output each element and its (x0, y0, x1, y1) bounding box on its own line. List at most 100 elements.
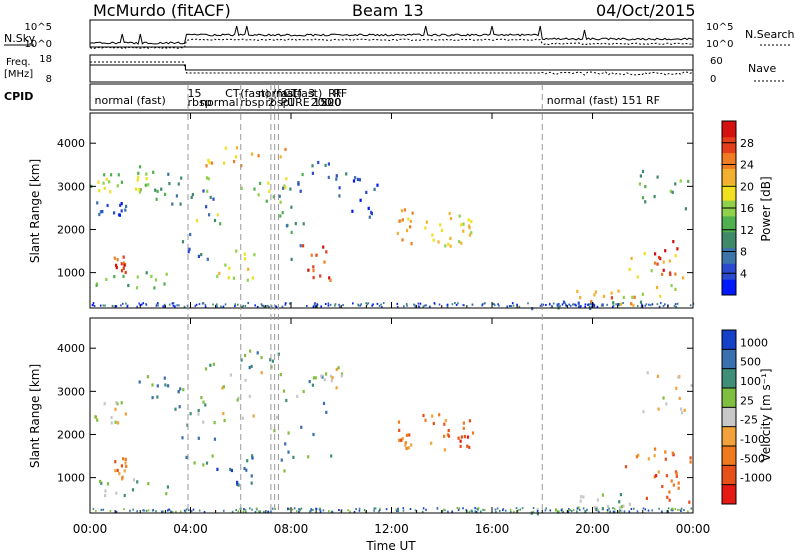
scatter-cell (322, 509, 325, 512)
scatter-cell (602, 294, 606, 298)
scatter-cell (104, 489, 107, 493)
scatter-cell (335, 177, 338, 181)
scatter-cell (468, 419, 471, 423)
scatter-cell (671, 451, 674, 455)
cpid-label-text: 1 (288, 96, 295, 109)
scatter-cell (565, 304, 568, 307)
scatter-cell (622, 504, 625, 508)
scatter-cell (163, 282, 166, 286)
scatter-cell (370, 210, 373, 214)
scatter-cell (120, 464, 123, 468)
scatter-cell (494, 508, 497, 511)
scatter-cell (325, 410, 328, 414)
scatter-cell (358, 507, 361, 510)
cpid-label-text: normal (200, 96, 239, 109)
scatter-cell (462, 507, 464, 510)
scatter-cell (110, 415, 113, 420)
scatter-cell (152, 170, 155, 174)
date-title: 04/Oct/2015 (596, 1, 696, 20)
scatter-cell (208, 213, 211, 217)
scatter-cell (669, 189, 672, 193)
scatter-cell (237, 510, 239, 513)
scatter-cell (689, 460, 692, 464)
scatter-cell (205, 176, 209, 180)
colorbar-swatch (722, 121, 736, 138)
scatter-cell (582, 495, 585, 499)
scatter-cell (588, 303, 590, 306)
scatter-cell (177, 182, 180, 186)
scatter-cell (670, 509, 673, 512)
scatter-cell (601, 303, 604, 307)
scatter-cell (254, 510, 257, 513)
scatter-cell (590, 305, 593, 308)
cpid-label: CPID (4, 90, 33, 103)
scatter-cell (462, 421, 465, 425)
scatter-cell (677, 375, 680, 379)
scatter-cell (249, 507, 251, 510)
scatter-cell (325, 250, 328, 254)
scatter-cell (574, 303, 576, 306)
scatter-cell (124, 457, 127, 461)
scatter-cell (260, 303, 263, 306)
cpid-label-text: 220 (321, 96, 342, 109)
scatter-cell (93, 305, 96, 307)
scatter-cell (114, 460, 117, 464)
colorbar-swatch (722, 446, 736, 466)
scatter-cell (404, 443, 407, 447)
colorbar-swatch (722, 247, 736, 264)
scatter-cell (165, 492, 168, 496)
scatter-cell (471, 431, 475, 435)
scatter-cell (509, 508, 512, 511)
scatter-cell (480, 510, 482, 513)
scatter-cell (436, 507, 439, 510)
scatter-cell (162, 510, 164, 513)
scatter-cell (311, 164, 314, 168)
scatter-cell (120, 401, 123, 405)
scatter-cell (271, 359, 274, 363)
scatter-cell (191, 193, 194, 197)
colorbar-tick-label: 4 (740, 267, 747, 280)
scatter-cell (246, 459, 249, 463)
scatter-cell (120, 209, 123, 213)
scatter-cell (316, 305, 318, 308)
scatter-cell (618, 506, 621, 510)
scatter-cell (359, 304, 362, 307)
scatter-cell (641, 169, 645, 174)
scatter-cell (451, 510, 453, 513)
scatter-cell (190, 510, 193, 513)
cpid-label-text: normal (fast) (95, 94, 166, 107)
scatter-cell (189, 232, 192, 237)
scatter-cell (532, 510, 535, 513)
scatter-cell (122, 266, 125, 270)
scatter-cell (433, 302, 436, 305)
scatter-cell (632, 303, 635, 307)
freq-left-tick-bottom: 8 (46, 74, 52, 85)
scatter-cell (640, 305, 643, 308)
scatter-cell (662, 396, 665, 400)
scatter-cell (661, 510, 663, 513)
scatter-cell (235, 146, 239, 150)
scatter-cell (124, 461, 127, 465)
scatter-cell (232, 276, 235, 280)
scatter-cell (285, 177, 288, 181)
scatter-cell (166, 485, 169, 489)
scatter-cell (447, 242, 450, 246)
scatter-cell (447, 510, 449, 513)
scatter-cell (446, 303, 449, 306)
scatter-cell (178, 304, 180, 307)
scatter-cell (647, 457, 650, 461)
scatter-cell (462, 304, 464, 307)
scatter-cell (564, 302, 566, 305)
scatter-cell (463, 304, 465, 307)
colorbar-tick-label: 12 (740, 224, 754, 237)
colorbar-tick-label: 1000 (740, 336, 768, 349)
scatter-cell (250, 364, 253, 368)
scatter-cell (577, 301, 580, 305)
scatter-cell (145, 271, 148, 275)
scatter-cell (113, 275, 116, 279)
power-colorbar: 4 8 12 16 20 24 28 (721, 120, 754, 296)
scatter-cell (198, 303, 201, 306)
scatter-cell (161, 510, 163, 513)
scatter-cell (142, 509, 144, 512)
scatter-cell (176, 304, 178, 307)
